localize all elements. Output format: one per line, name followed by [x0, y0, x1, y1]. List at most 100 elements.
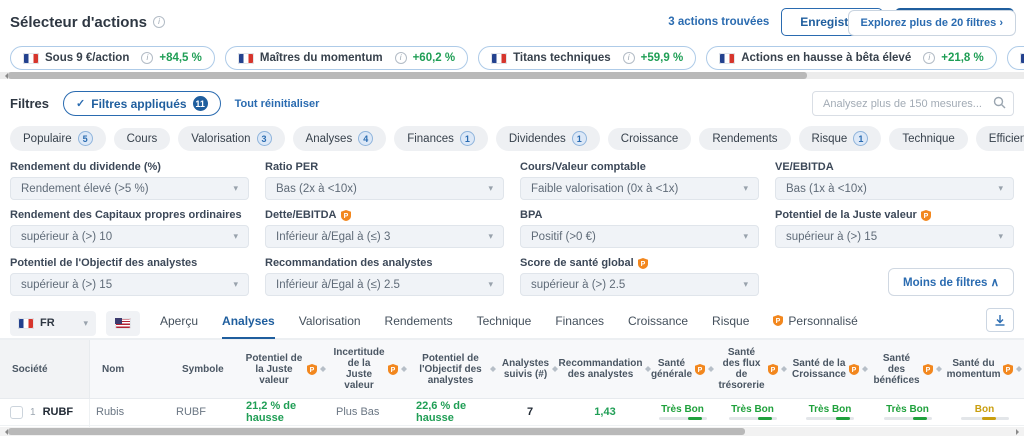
column-header-label: Symbole	[182, 363, 224, 375]
column-header[interactable]: Santé générale P	[650, 340, 715, 398]
france-flag-icon	[491, 52, 508, 64]
info-icon[interactable]	[923, 52, 936, 64]
column-header[interactable]: Santé des flux de trésorerie P	[715, 340, 790, 398]
sort-icon[interactable]	[861, 363, 868, 375]
svg-text:P: P	[776, 318, 781, 325]
search-input[interactable]	[812, 91, 1014, 116]
tab-aperçu[interactable]: Aperçu	[160, 310, 198, 337]
tab-valorisation[interactable]: Valorisation	[299, 310, 361, 337]
filter-label: BPA	[520, 209, 759, 221]
category-chip-dividendes[interactable]: Dividendes 1	[495, 126, 600, 151]
sort-icon[interactable]	[780, 363, 787, 375]
column-header[interactable]: Analystes suivis (#)	[500, 340, 560, 398]
health-score-cell: Très Bon	[790, 399, 870, 425]
column-header[interactable]: Recommandation des analystes	[559, 340, 652, 398]
tab-finances[interactable]: Finances	[555, 310, 604, 337]
column-header[interactable]: Santé de la Croissance P	[790, 340, 870, 398]
filter-select[interactable]: Inférieur à/Egal à (≤) 3	[265, 225, 504, 248]
category-chip-efficience[interactable]: Efficience1	[975, 126, 1024, 151]
tab-personnalisé[interactable]: P Personnalisé	[773, 310, 858, 337]
column-header[interactable]: Santé du momentum P	[945, 340, 1024, 398]
preset-chip[interactable]: Titans techniques +59,9 %	[478, 46, 697, 70]
category-label: Croissance	[620, 132, 679, 145]
filter-select[interactable]: Positif (>0 €)	[520, 225, 759, 248]
sort-icon[interactable]	[400, 363, 407, 375]
country-select[interactable]: FR	[10, 310, 96, 336]
less-filters-button[interactable]: Moins de filtres ∧	[888, 268, 1014, 296]
reset-all-link[interactable]: Tout réinitialiser	[234, 97, 320, 110]
filter-control: BPA Positif (>0 €)	[520, 209, 759, 248]
download-button[interactable]	[986, 308, 1014, 332]
sort-icon[interactable]	[320, 363, 326, 375]
sort-icon[interactable]	[935, 363, 942, 375]
column-header[interactable]: Potentiel de la Juste valeur P	[240, 340, 330, 398]
chips-scrollbar[interactable]	[0, 72, 1024, 79]
filter-select[interactable]: Bas (1x à <10x)	[775, 177, 1014, 200]
info-icon[interactable]	[152, 16, 165, 28]
table-scrollbar[interactable]	[0, 427, 1024, 436]
us-market-button[interactable]	[106, 310, 140, 336]
category-chip-finances[interactable]: Finances 1	[394, 126, 488, 151]
chevron-down-icon	[743, 231, 748, 242]
filter-select[interactable]: Faible valorisation (0x à <1x)	[520, 177, 759, 200]
category-chip-cours[interactable]: Cours	[113, 127, 171, 150]
category-count-badge: 1	[571, 131, 587, 146]
filter-label-text: BPA	[520, 209, 543, 221]
tab-rendements[interactable]: Rendements	[385, 310, 453, 337]
info-icon[interactable]	[622, 52, 635, 64]
results-count[interactable]: 3 actions trouvées	[668, 16, 770, 28]
filter-select[interactable]: supérieur à (>) 15	[775, 225, 1014, 248]
category-chip-analyses[interactable]: Analyses 4	[292, 126, 387, 151]
premium-icon: P	[637, 257, 648, 269]
sort-icon[interactable]	[708, 363, 715, 375]
filter-controls: Rendement du dividende (%) Rendement élev…	[0, 151, 1024, 296]
info-icon[interactable]	[141, 52, 154, 64]
info-icon[interactable]	[394, 52, 407, 64]
sort-icon[interactable]	[645, 363, 652, 375]
preset-chip[interactable]: Maîtres du momentum +60,2 %	[224, 46, 469, 70]
check-icon	[76, 97, 85, 110]
tab-croissance[interactable]: Croissance	[628, 310, 688, 337]
row-checkbox[interactable]	[10, 405, 23, 419]
applied-filters-pill[interactable]: Filtres appliqués 11	[63, 91, 221, 116]
scroll-left-icon[interactable]	[2, 73, 8, 79]
filter-select[interactable]: supérieur à (>) 2.5	[520, 273, 759, 296]
sort-icon[interactable]	[490, 363, 496, 375]
category-chip-rendements[interactable]: Rendements	[699, 127, 791, 150]
health-score-label: Très Bon	[808, 403, 852, 415]
column-header[interactable]: Potentiel de l'Objectif des analystes	[410, 340, 500, 398]
category-chip-populaire[interactable]: Populaire 5	[10, 126, 106, 151]
filter-select[interactable]: Inférieur à/Egal à (≤) 2.5	[265, 273, 504, 296]
tab-analyses[interactable]: Analyses	[222, 310, 275, 339]
tab-risque[interactable]: Risque	[712, 310, 749, 337]
preset-chip[interactable]: Sous 9 €/action +84,5 %	[10, 46, 215, 70]
explore-filters-button[interactable]: Explorez plus de 20 filtres ›	[847, 10, 1016, 36]
preset-chip[interactable]: Actions en hausse à bêta élevé +21,8 %	[706, 46, 997, 70]
filter-select[interactable]: supérieur à (>) 15	[10, 273, 249, 296]
filter-select[interactable]: supérieur à (>) 10	[10, 225, 249, 248]
filter-label: VE/EBITDA	[775, 161, 1014, 173]
preset-chip[interactable]: Favoris des initiés+19,6 %	[1006, 46, 1024, 70]
tab-technique[interactable]: Technique	[477, 310, 532, 337]
category-chip-valorisation[interactable]: Valorisation 3	[178, 126, 285, 151]
column-header[interactable]: Incertitude de la Juste valeur P	[330, 340, 410, 398]
scroll-left-icon[interactable]	[2, 429, 8, 435]
company-cell[interactable]: 1 RUBF	[0, 399, 90, 425]
category-chip-risque[interactable]: Risque 1	[798, 126, 882, 151]
column-header[interactable]: Santé des bénéfices P	[870, 340, 945, 398]
svg-text:P: P	[343, 213, 348, 220]
sort-icon[interactable]	[1016, 363, 1023, 375]
category-count-badge: 5	[77, 131, 93, 146]
table-scrollbar-thumb[interactable]	[8, 428, 746, 435]
chips-scrollbar-thumb[interactable]	[8, 72, 807, 79]
category-chip-technique[interactable]: Technique	[889, 127, 968, 150]
sort-icon[interactable]	[552, 363, 559, 375]
filter-select[interactable]: Bas (2x à <10x)	[265, 177, 504, 200]
column-header-label: Santé des bénéfices	[873, 352, 920, 386]
category-chip-croissance[interactable]: Croissance	[607, 127, 692, 150]
explore-filters-label: Explorez plus de 20 filtres	[860, 17, 997, 29]
scroll-right-icon[interactable]	[1016, 429, 1022, 435]
filter-select[interactable]: Rendement élevé (>5 %)	[10, 177, 249, 200]
category-label: Efficience	[988, 132, 1024, 145]
